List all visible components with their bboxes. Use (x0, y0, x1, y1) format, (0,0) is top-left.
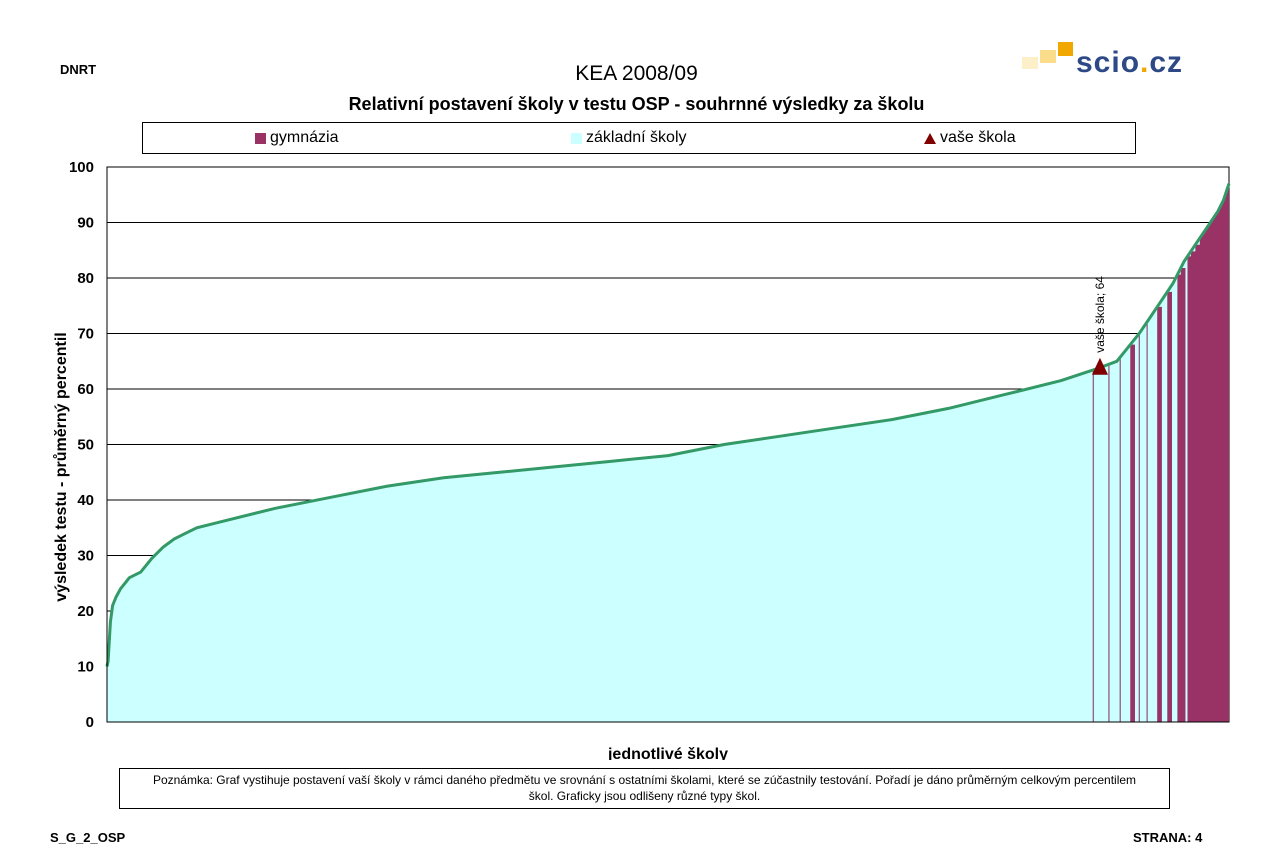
y-tick-label: 0 (86, 714, 94, 731)
chart-note: Poznámka: Graf vystihuje postavení vaší … (119, 768, 1170, 809)
bar-gymnazium (1180, 268, 1186, 722)
chart-note-text: Poznámka: Graf vystihuje postavení vaší … (152, 773, 1137, 803)
logo-square-1 (1022, 57, 1038, 69)
logo-text: scio.cz (1076, 46, 1184, 79)
your-school-label: vaše škola; 64 (1093, 276, 1107, 353)
report-code: DNRT (60, 62, 97, 77)
legend-swatch-zakladni (571, 132, 582, 144)
x-axis-title: jednotlivé školy (607, 746, 728, 760)
legend-item-vase-skola: vaše škola (924, 123, 1016, 153)
bar-gymnazium (1195, 244, 1201, 722)
chart-title: KEA 2008/09 (575, 62, 698, 85)
y-tick-label: 70 (77, 326, 94, 343)
bar-gymnazium (1157, 306, 1162, 722)
legend-label-gymnazia: gymnázia (270, 129, 339, 146)
legend-swatch-gymnazia (255, 132, 266, 144)
legend-label-vase-skola: vaše škola (940, 129, 1016, 146)
bar-gymnazium (1167, 291, 1173, 722)
bar-gymnazium (1187, 256, 1193, 722)
bar-gymnazium (1130, 344, 1135, 722)
y-tick-label: 80 (77, 270, 94, 287)
legend-item-zakladni: základní školy (571, 123, 687, 153)
area-zakladni-skoly (107, 183, 1229, 723)
footer-code: S_G_2_OSP (50, 830, 126, 845)
logo-square-3 (1058, 42, 1073, 56)
legend-item-gymnazia: gymnázia (255, 123, 338, 153)
y-tick-label: 50 (77, 437, 94, 454)
logo-square-2 (1040, 50, 1056, 63)
legend-label-zakladni: základní školy (586, 129, 687, 146)
chart-svg: 0 10 20 30 40 50 60 70 80 90 100 vaše škola; 64 výs… (53, 159, 1231, 760)
your-school-marker (1091, 357, 1108, 375)
y-tick-label: 40 (77, 492, 94, 509)
scio-logo: scio.cz (1022, 42, 1222, 82)
plot-area: 0 10 20 30 40 50 60 70 80 90 100 vaše škola; 64 (69, 159, 1231, 731)
chart-legend: gymnázia základní školy vaše škola (142, 122, 1136, 154)
y-tick-label: 60 (77, 381, 94, 398)
chart-subtitle: Relativní postavení školy v testu OSP - … (348, 94, 925, 114)
legend-triangle-marker (924, 132, 936, 144)
y-tick-label: 20 (77, 603, 94, 620)
bar-gymnazium (1177, 274, 1183, 722)
y-tick-label: 100 (69, 159, 94, 176)
y-tick-label: 10 (77, 659, 94, 676)
y-tick-label: 90 (77, 215, 94, 232)
curve-line (105, 183, 1231, 667)
y-tick-label: 30 (77, 548, 94, 565)
area-gymnazia (1199, 183, 1229, 723)
bar-gymnazium (1190, 251, 1196, 723)
y-axis-title: výsledek testu - průměrný percentil (53, 332, 70, 601)
page-number: STRANA: 4 (1133, 830, 1203, 845)
